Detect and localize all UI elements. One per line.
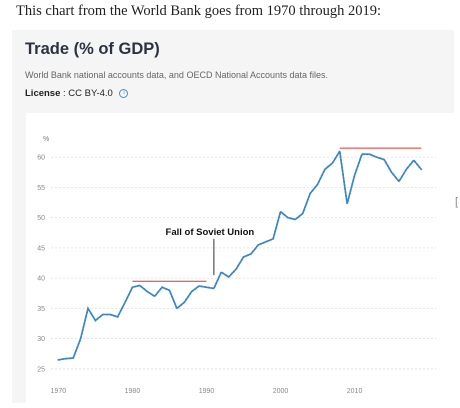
license-line: License : CC BY-4.0 i <box>25 88 129 99</box>
license-value: : CC BY-4.0 <box>63 88 113 99</box>
y-tick-label: 50 <box>37 215 45 222</box>
intro-caption: This chart from the World Bank goes from… <box>16 3 382 19</box>
annotation-label: Fall of Soviet Union <box>166 227 255 238</box>
info-circle-icon[interactable]: i <box>119 88 129 98</box>
x-tick-label: 1980 <box>125 388 141 395</box>
stray-bracket: [ <box>455 196 459 208</box>
license-label: License <box>25 88 61 99</box>
x-tick-label: 1990 <box>199 388 215 395</box>
x-tick-label: 1970 <box>51 388 67 395</box>
y-axis-label: % <box>43 136 49 143</box>
y-tick-label: 25 <box>37 366 45 373</box>
y-tick-label: 60 <box>37 155 45 162</box>
chart-title: Trade (% of GDP) <box>25 40 160 58</box>
y-tick-label: 30 <box>37 336 45 343</box>
y-tick-label: 45 <box>37 245 45 252</box>
y-tick-label: 35 <box>37 306 45 313</box>
x-tick-label: 2010 <box>347 388 363 395</box>
plot-area: % 25 30 35 40 45 50 55 60 1970 1980 1990 2000 2010 Fal… <box>26 113 454 403</box>
chart-card: Trade (% of GDP) World Bank national acc… <box>12 30 454 403</box>
series-line <box>57 148 423 361</box>
x-tick-label: 2000 <box>273 388 289 395</box>
y-tick-label: 55 <box>37 185 45 192</box>
trade-line-chart: % 25 30 35 40 45 50 55 60 1970 1980 1990 2000 2010 Fal… <box>37 136 436 395</box>
data-source-text: World Bank national accounts data, and O… <box>25 70 329 80</box>
y-tick-label: 40 <box>37 276 45 283</box>
